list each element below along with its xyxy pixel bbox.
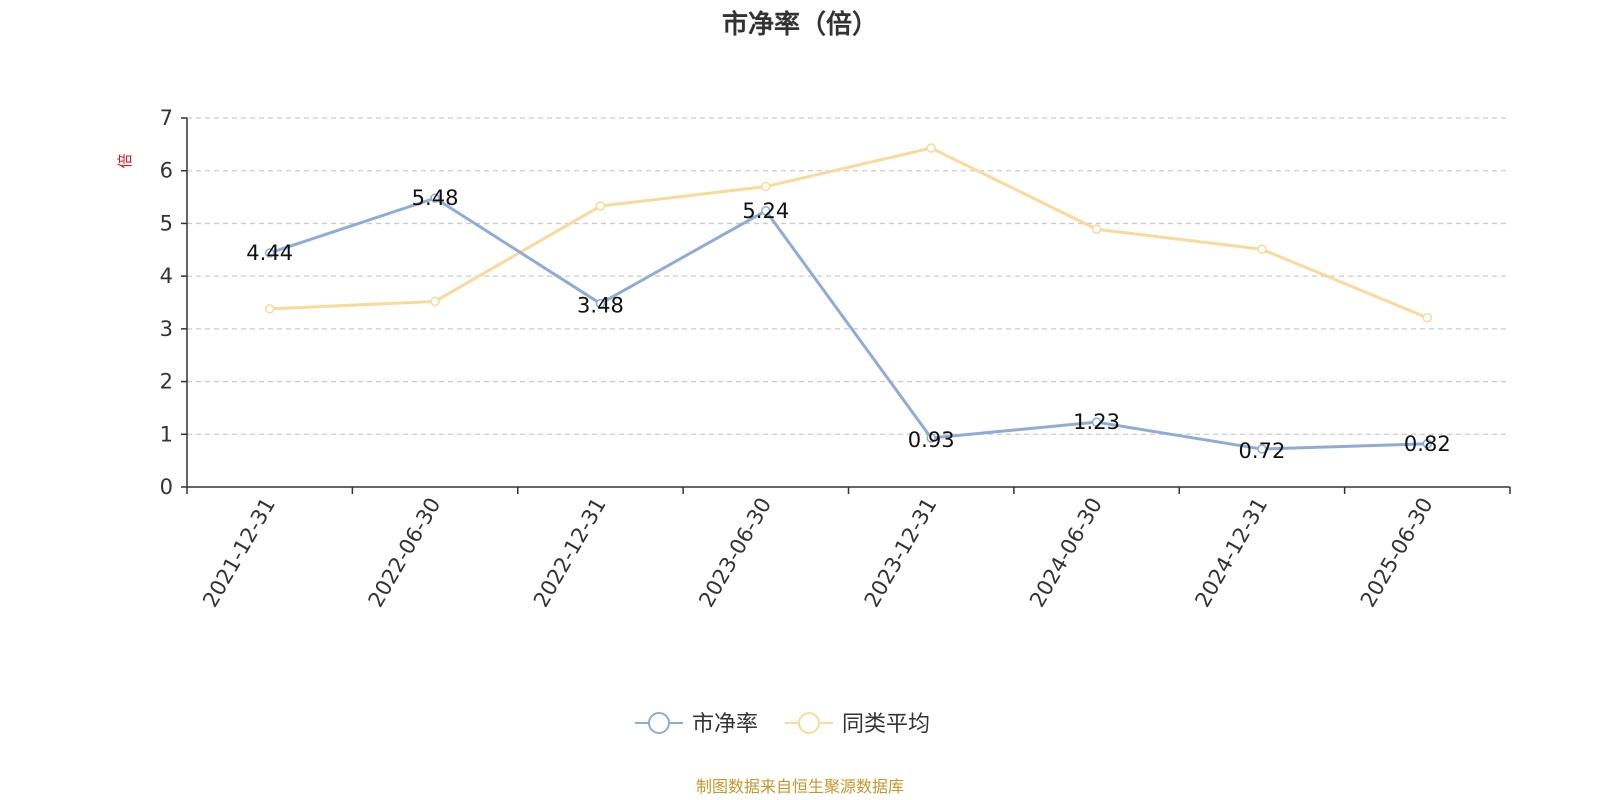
y-tick-label: 6 [160,159,173,183]
data-label: 5.48 [412,186,459,210]
data-label: 3.48 [577,294,624,318]
legend-item[interactable]: 市净率 [635,712,758,737]
series-line [269,196,1428,451]
data-point[interactable] [264,304,275,314]
x-tick-label: 2023-06-30 [694,494,776,612]
y-tick-label: 3 [160,317,173,341]
data-label: 0.93 [908,428,955,452]
data-point[interactable] [926,143,936,153]
x-tick-label: 2022-12-31 [529,494,611,612]
data-label: 0.72 [1239,439,1286,463]
data-point[interactable] [264,248,275,258]
x-tick-label: 2024-06-30 [1025,494,1107,612]
axes: 0 1 2 3 4 5 6 7 2021-12-31 2022-06-30 2022-12-31 20… [160,106,1511,612]
source-note: 制图数据来自恒生聚源数据库 [696,777,904,796]
data-point[interactable] [1091,417,1102,427]
series [264,143,1433,454]
chart-title: 市净率（倍） [722,9,878,40]
x-tick-label: 2025-06-30 [1356,494,1438,612]
data-point[interactable] [926,433,936,443]
data-label: 5.24 [742,199,789,223]
y-tick-label: 1 [160,422,173,446]
data-point[interactable] [761,206,771,216]
x-tick-label: 2022-06-30 [364,494,446,612]
grid [187,117,1510,435]
y-tick-label: 4 [160,264,173,288]
data-labels: 4.44 5.48 3.48 5.24 0.93 1.23 0.72 0.82 [246,186,1450,463]
data-point[interactable] [430,296,440,307]
y-tick-label: 7 [160,106,173,130]
legend-label: 市净率 [692,712,758,737]
data-label: 0.82 [1404,432,1451,456]
data-point[interactable] [430,193,440,203]
y-tick-label: 0 [160,475,173,499]
data-label: 1.23 [1073,410,1120,434]
x-tick-label: 2021-12-31 [198,494,280,612]
x-tick-label: 2023-12-31 [860,494,942,612]
data-point[interactable] [1422,313,1433,323]
y-tick-label: 2 [160,370,173,394]
x-tick-label: 2024-12-31 [1190,494,1272,612]
data-point[interactable] [1091,224,1102,234]
data-point[interactable] [595,298,606,309]
series-line [269,146,1428,320]
data-point[interactable] [1257,444,1267,454]
legend[interactable]: 市净率 同类平均 [635,712,930,737]
data-point[interactable] [1422,439,1433,449]
legend-item[interactable]: 同类平均 [785,712,930,737]
legend-marker [648,712,670,734]
legend-marker [798,712,820,734]
data-point[interactable] [1257,244,1267,255]
data-label: 4.44 [246,241,293,265]
data-point[interactable] [595,201,606,211]
legend-label: 同类平均 [842,712,930,737]
data-point[interactable] [761,181,771,192]
y-tick-label: 5 [160,211,173,235]
y-axis-unit: 倍 [116,153,134,168]
